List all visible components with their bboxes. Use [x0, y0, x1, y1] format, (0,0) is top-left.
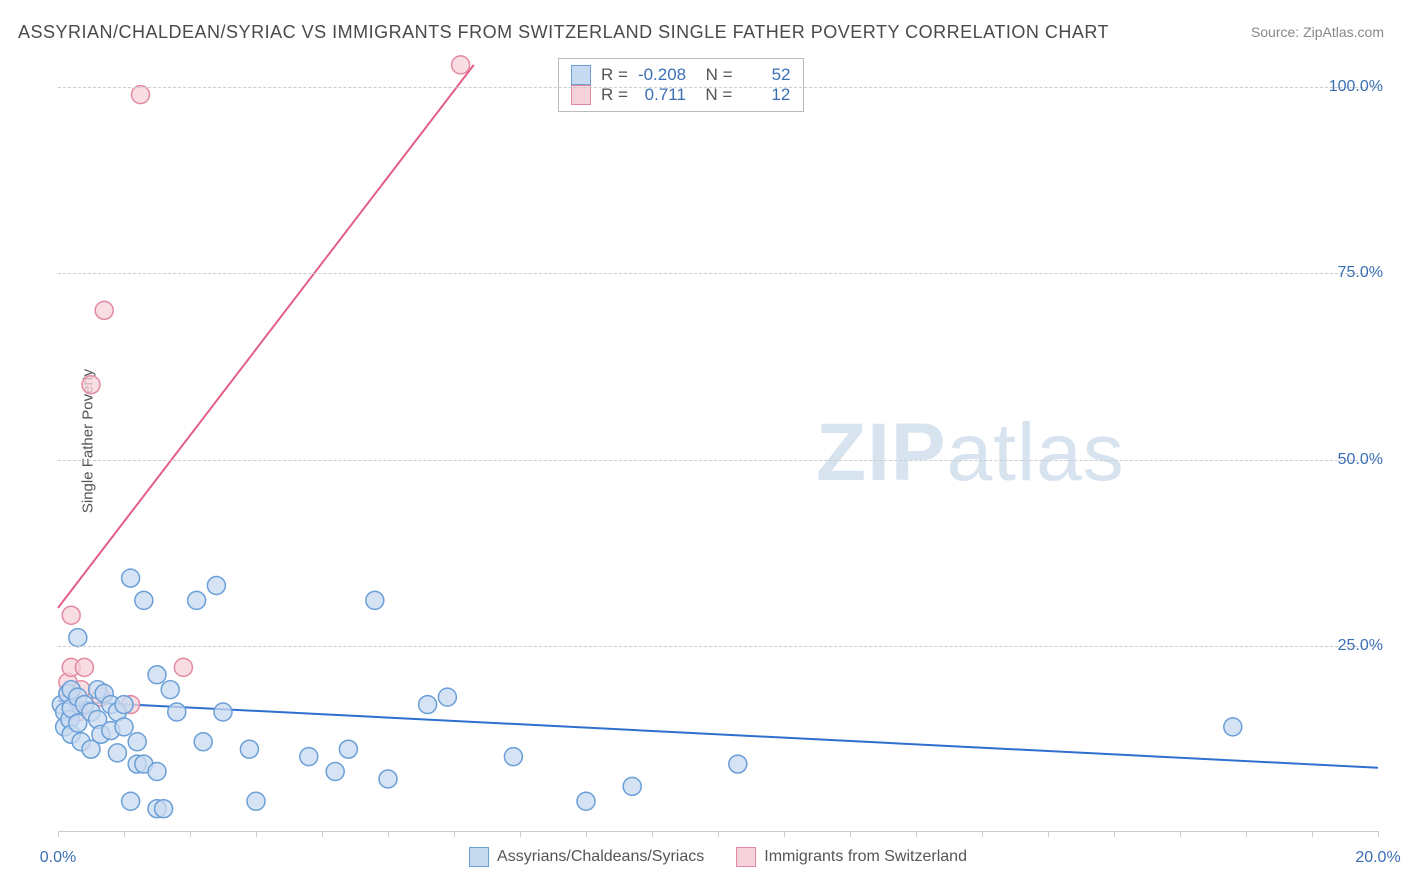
- source-label: Source: ZipAtlas.com: [1251, 24, 1384, 40]
- x-tick-label: 20.0%: [1355, 849, 1400, 867]
- stats-swatch-0: [571, 65, 591, 85]
- chart-title: ASSYRIAN/CHALDEAN/SYRIAC VS IMMIGRANTS F…: [18, 22, 1109, 43]
- x-tick-label: 0.0%: [40, 849, 76, 867]
- stats-r-label: R =: [601, 65, 628, 85]
- legend-label-1: Immigrants from Switzerland: [764, 848, 967, 866]
- legend-bottom: Assyrians/Chaldeans/Syriacs Immigrants f…: [469, 847, 967, 867]
- y-tick-label: 100.0%: [1329, 78, 1383, 96]
- chart-svg: [58, 50, 1378, 831]
- y-tick-label: 25.0%: [1338, 637, 1383, 655]
- plot-area: Single Father Poverty ZIPatlas R = -0.20…: [58, 50, 1378, 832]
- legend-item-0: Assyrians/Chaldeans/Syriacs: [469, 847, 704, 867]
- legend-item-1: Immigrants from Switzerland: [736, 847, 967, 867]
- stats-n-0: 52: [743, 65, 791, 85]
- stats-row-0: R = -0.208 N = 52: [571, 65, 791, 85]
- y-tick-label: 50.0%: [1338, 451, 1383, 469]
- stats-r-0: -0.208: [638, 65, 686, 85]
- legend-swatch-1: [736, 847, 756, 867]
- legend-swatch-0: [469, 847, 489, 867]
- legend-label-0: Assyrians/Chaldeans/Syriacs: [497, 848, 704, 866]
- stats-box: R = -0.208 N = 52 R = 0.711 N = 12: [558, 58, 804, 112]
- y-tick-label: 75.0%: [1338, 264, 1383, 282]
